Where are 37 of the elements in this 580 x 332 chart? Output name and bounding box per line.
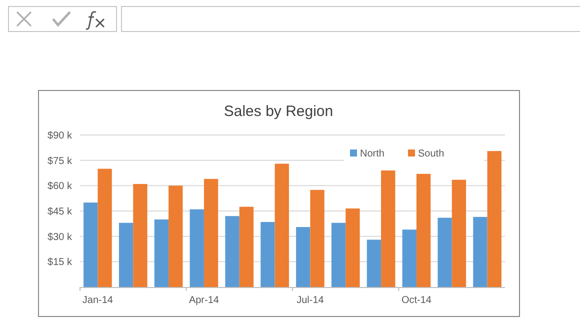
- bar: [296, 227, 310, 287]
- legend-label: South: [418, 148, 444, 160]
- y-tick-label: $45 k: [48, 206, 73, 218]
- bar: [204, 178, 218, 287]
- x-tick-label: Apr-14: [188, 295, 220, 306]
- bar: [310, 190, 324, 287]
- bar: [416, 174, 431, 287]
- bar: [260, 222, 275, 287]
- x-tick-label: Jul-14: [296, 295, 324, 306]
- bar: [84, 202, 98, 287]
- x-tick-label: Jan-14: [82, 295, 114, 306]
- bar: [487, 151, 502, 287]
- bar: [225, 216, 240, 287]
- y-tick-label: $30 k: [48, 232, 73, 243]
- bar: [402, 230, 416, 287]
- bar: [154, 219, 169, 287]
- chart-title: Sales by Region: [224, 103, 334, 120]
- bar: [274, 164, 289, 287]
- bar: [331, 222, 346, 287]
- x-tick-label: Oct-14: [401, 295, 432, 306]
- bar: [190, 209, 204, 287]
- y-tick-label: $75 k: [48, 156, 73, 167]
- bar: [346, 208, 360, 287]
- bar: [452, 180, 466, 287]
- bar: [438, 218, 452, 287]
- y-tick-label: $15 k: [48, 257, 73, 268]
- bar: [168, 186, 183, 287]
- bar: [239, 206, 254, 287]
- legend-label: North: [360, 148, 384, 160]
- bar: [473, 216, 488, 287]
- y-tick-label: $60 k: [48, 181, 73, 192]
- bar: [366, 240, 382, 287]
- bar: [133, 184, 148, 287]
- y-tick-label: $90 k: [48, 130, 73, 142]
- bar: [381, 170, 396, 287]
- bar: [118, 222, 134, 287]
- bar: [98, 168, 112, 287]
